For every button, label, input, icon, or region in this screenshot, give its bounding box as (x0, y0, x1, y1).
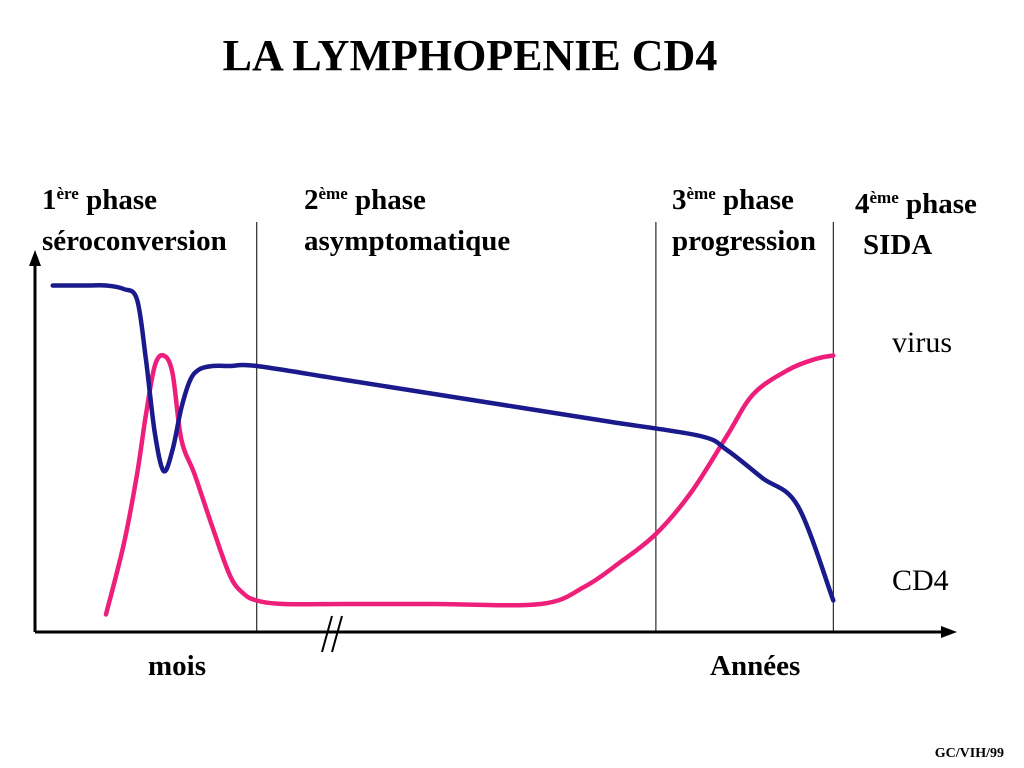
phase-1-name: séroconversion (42, 225, 227, 258)
phase-4-ordinal: ème (869, 188, 899, 207)
y-axis-arrowhead (29, 250, 41, 266)
axis-break-mark (321, 615, 343, 653)
phase-4-number: 4 (855, 188, 870, 220)
phase-3-number: 3 (672, 184, 687, 216)
series-line-virus (103, 352, 836, 617)
x-label-mois: mois (148, 650, 206, 682)
series-label-virus: virus (892, 326, 952, 359)
phase-1-number: 1 (42, 184, 57, 216)
phase-3-label: 3ème phase progression (672, 180, 816, 262)
phase-4-word: phase (906, 188, 977, 220)
phase-1-word: phase (86, 184, 158, 216)
phase-3-word: phase (723, 184, 794, 216)
chart-title: LA LYMPHOPENIE CD4 (222, 31, 718, 80)
x-axis-arrowhead (941, 626, 957, 638)
series-line-cd4 (50, 282, 836, 603)
phase-4-label: 4ème phase SIDA (855, 184, 977, 266)
axes (29, 250, 957, 653)
phase-1-ordinal: ère (56, 184, 79, 203)
phase-2-label: 2ème phase asymptomatique (304, 180, 510, 262)
phase-4-name: SIDA (863, 229, 933, 262)
x-label-annees: Années (710, 650, 801, 682)
phase-1-label: 1ère phase séroconversion (42, 180, 227, 262)
phase-boundaries (256, 222, 834, 632)
series-label-cd4: CD4 (892, 564, 949, 597)
phase-2-word: phase (355, 184, 426, 216)
footer-ref: GC/VIH/99 (934, 746, 1004, 761)
phase-3-ordinal: ème (686, 184, 716, 203)
phase-2-number: 2 (304, 184, 319, 216)
phase-2-name: asymptomatique (304, 225, 511, 258)
phase-3-name: progression (672, 225, 816, 258)
phase-2-ordinal: ème (318, 184, 348, 203)
series-group (50, 282, 836, 617)
